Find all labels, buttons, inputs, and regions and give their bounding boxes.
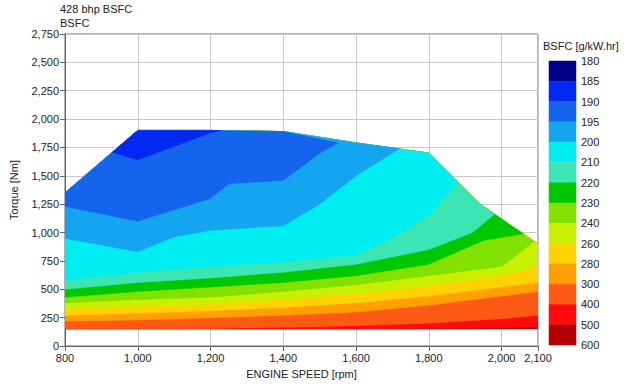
svg-text:250: 250	[41, 312, 59, 324]
svg-text:Torque [Nm]: Torque [Nm]	[8, 160, 20, 220]
svg-text:1,200: 1,200	[197, 352, 225, 364]
svg-text:750: 750	[41, 255, 59, 267]
svg-text:300: 300	[581, 278, 599, 290]
svg-text:1,600: 1,600	[342, 352, 370, 364]
svg-text:428 bhp BSFC: 428 bhp BSFC	[60, 3, 132, 15]
svg-text:210: 210	[581, 156, 599, 168]
svg-text:400: 400	[581, 298, 599, 310]
svg-text:0: 0	[53, 340, 59, 352]
svg-text:230: 230	[581, 197, 599, 209]
svg-text:BSFC [g/kW.hr]: BSFC [g/kW.hr]	[543, 40, 619, 52]
svg-text:500: 500	[41, 283, 59, 295]
svg-text:ENGINE SPEED [rpm]: ENGINE SPEED [rpm]	[246, 368, 357, 380]
svg-text:600: 600	[581, 339, 599, 351]
svg-text:185: 185	[581, 75, 599, 87]
svg-text:500: 500	[581, 319, 599, 331]
svg-text:1,750: 1,750	[31, 141, 59, 153]
svg-text:1,400: 1,400	[270, 352, 298, 364]
svg-text:190: 190	[581, 96, 599, 108]
svg-text:180: 180	[581, 55, 599, 67]
svg-text:260: 260	[581, 238, 599, 250]
svg-text:195: 195	[581, 116, 599, 128]
svg-text:800: 800	[56, 352, 74, 364]
svg-text:200: 200	[581, 136, 599, 148]
svg-text:2,750: 2,750	[31, 28, 59, 40]
svg-text:BSFC: BSFC	[60, 17, 89, 29]
svg-text:2,000: 2,000	[31, 113, 59, 125]
svg-text:1,250: 1,250	[31, 198, 59, 210]
svg-text:1,800: 1,800	[415, 352, 443, 364]
svg-text:2,500: 2,500	[31, 56, 59, 68]
svg-text:2,250: 2,250	[31, 85, 59, 97]
svg-text:1,000: 1,000	[31, 227, 59, 239]
svg-text:2,000: 2,000	[488, 352, 516, 364]
svg-text:240: 240	[581, 217, 599, 229]
svg-text:220: 220	[581, 177, 599, 189]
svg-text:280: 280	[581, 258, 599, 270]
svg-text:1,500: 1,500	[31, 170, 59, 182]
svg-text:2,100: 2,100	[524, 352, 552, 364]
svg-text:1,000: 1,000	[124, 352, 152, 364]
